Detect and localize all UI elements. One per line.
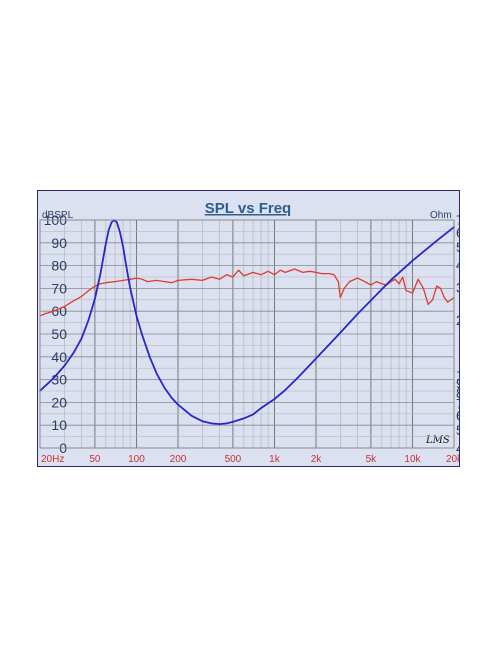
- spl-line: [39, 268, 455, 317]
- left-axis-tick-label: 40: [51, 349, 67, 365]
- left-axis-tick-label: 10: [51, 417, 67, 433]
- left-axis-tick-label: 70: [51, 280, 67, 296]
- impedance-line: [39, 219, 455, 426]
- right-axis-tick-label: 5: [456, 422, 459, 438]
- right-axis-tick-label: 70: [456, 212, 459, 228]
- left-axis-tick-label: 20: [51, 394, 67, 410]
- right-axis-tick-label: 7: [456, 395, 459, 411]
- right-axis-tick-label: 60: [456, 224, 459, 240]
- x-axis-tick-label: 50: [89, 454, 101, 465]
- right-axis-tick-label: 8: [456, 385, 459, 401]
- lms-watermark: LMS: [425, 435, 450, 446]
- x-axis-tick-label: 10k: [404, 454, 421, 465]
- left-axis-tick-label: 30: [51, 372, 67, 388]
- axis-labels: 0102030405060708090100456789102030405060…: [41, 212, 459, 465]
- spl-vs-freq-chart: SPL vs Freq dBSPL Ohm LMS 01020304050607…: [39, 200, 459, 465]
- x-axis-tick-label: 20Hz: [41, 454, 64, 465]
- x-axis-tick-label: 5k: [366, 454, 378, 465]
- chart-frame: SPL vs Freq dBSPL Ohm LMS 0 10 20 30 40 50 60 7…: [37, 190, 460, 467]
- grid: [39, 219, 455, 449]
- x-axis-tick-label: 2k: [311, 454, 323, 465]
- right-axis-tick-label: 4: [456, 440, 459, 456]
- right-axis-tick-label: 10: [456, 367, 459, 383]
- x-axis-tick-label: 20k: [446, 454, 459, 465]
- right-axis-tick-label: 40: [456, 257, 459, 273]
- right-axis-tick-label: 9: [456, 375, 459, 391]
- series: [39, 219, 455, 426]
- left-axis-tick-label: 50: [51, 326, 67, 342]
- right-axis-tick-label: 50: [456, 239, 459, 255]
- x-axis-tick-label: 100: [128, 454, 145, 465]
- x-axis-tick-label: 500: [225, 454, 242, 465]
- right-axis-unit: Ohm: [430, 210, 452, 221]
- left-axis-unit: dBSPL: [42, 210, 74, 221]
- left-axis-tick-label: 90: [51, 235, 67, 251]
- right-axis-tick-label: 30: [456, 279, 459, 295]
- left-axis-tick-label: 80: [51, 258, 67, 274]
- right-axis-tick-label: 20: [456, 312, 459, 328]
- chart-title: SPL vs Freq: [205, 200, 291, 217]
- x-axis-tick-label: 1k: [269, 454, 281, 465]
- right-axis-tick-label: 6: [456, 408, 459, 424]
- plot-border: [39, 219, 455, 449]
- x-axis-tick-label: 200: [170, 454, 187, 465]
